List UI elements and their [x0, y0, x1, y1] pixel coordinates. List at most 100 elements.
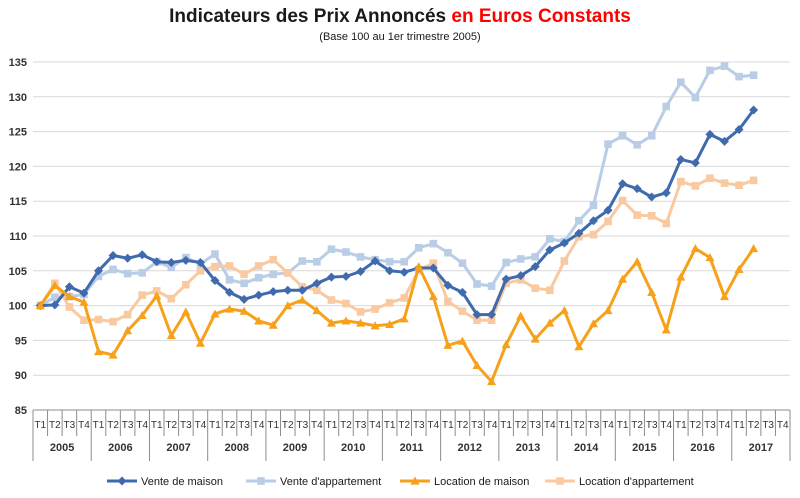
- x-tick-label-quarter: T1: [209, 420, 221, 431]
- x-tick-label-quarter: T4: [428, 420, 440, 431]
- data-point: [342, 248, 350, 256]
- data-point: [487, 316, 496, 325]
- x-tick-label-quarter: T4: [719, 420, 731, 431]
- data-point: [254, 273, 263, 282]
- data-point: [444, 297, 452, 306]
- data-point: [632, 184, 642, 194]
- data-point: [211, 250, 219, 258]
- data-point: [225, 287, 235, 297]
- data-point: [458, 259, 467, 267]
- data-point: [734, 125, 744, 135]
- data-point: [79, 297, 89, 306]
- x-tick-label-year: 2015: [632, 442, 656, 454]
- data-point: [50, 300, 60, 310]
- data-point: [254, 316, 264, 325]
- data-point: [385, 319, 395, 328]
- data-point: [559, 305, 569, 315]
- data-point: [152, 257, 162, 267]
- data-point: [283, 285, 293, 295]
- data-point: [734, 264, 744, 274]
- data-point: [603, 305, 613, 315]
- x-tick-label-quarter: T1: [151, 420, 163, 431]
- x-tick-label-quarter: T1: [384, 420, 396, 431]
- data-point: [632, 257, 642, 266]
- data-point: [327, 245, 336, 254]
- data-point: [473, 316, 481, 325]
- x-tick-label-quarter: T1: [559, 420, 571, 431]
- data-point: [690, 244, 700, 253]
- data-point: [313, 286, 321, 295]
- x-tick-label-quarter: T3: [762, 420, 774, 431]
- x-tick-label-quarter: T1: [93, 420, 105, 431]
- data-point: [239, 306, 249, 315]
- y-tick-label: 135: [9, 57, 27, 69]
- x-tick-label-quarter: T2: [165, 420, 177, 431]
- x-tick-label-quarter: T2: [398, 420, 410, 431]
- legend-swatch-marker: [410, 476, 420, 485]
- data-point: [545, 234, 554, 243]
- data-point: [501, 340, 511, 349]
- data-point: [297, 295, 307, 304]
- data-point: [530, 262, 540, 272]
- data-point: [50, 280, 60, 290]
- data-point: [225, 262, 234, 270]
- x-tick-label-quarter: T3: [646, 420, 658, 431]
- data-point: [457, 287, 467, 297]
- data-point: [647, 212, 656, 220]
- legend-swatch-marker: [257, 477, 265, 485]
- x-tick-label-quarter: T2: [573, 420, 585, 431]
- data-point: [254, 290, 264, 300]
- data-point: [719, 136, 729, 146]
- data-point: [341, 316, 351, 325]
- data-point: [719, 292, 729, 301]
- data-point: [618, 131, 627, 140]
- x-tick-label-year: 2016: [690, 442, 714, 454]
- legend-item: Vente de maison: [107, 476, 223, 488]
- data-point: [516, 311, 526, 320]
- x-tick-label-quarter: T2: [340, 420, 352, 431]
- data-point: [268, 287, 278, 297]
- data-point: [487, 310, 497, 320]
- data-point: [269, 270, 278, 279]
- x-tick-label-quarter: T2: [631, 420, 643, 431]
- data-point: [662, 219, 671, 228]
- x-tick-label-quarter: T4: [486, 420, 498, 431]
- data-point: [399, 267, 409, 277]
- x-tick-label-quarter: T2: [49, 420, 61, 431]
- data-point: [647, 287, 657, 296]
- data-point: [749, 71, 758, 80]
- data-point: [312, 278, 322, 288]
- chart-subtitle: (Base 100 au 1er trimestre 2005): [319, 31, 481, 43]
- data-point: [531, 253, 540, 261]
- data-point: [123, 326, 133, 335]
- x-tick-label-quarter: T1: [34, 420, 46, 431]
- data-point: [312, 305, 322, 315]
- chart-title-main: Indicateurs des Prix Annoncés: [169, 6, 452, 27]
- x-tick-label-quarter: T2: [748, 420, 760, 431]
- chart-title: Indicateurs des Prix Annoncés en Euros C…: [0, 6, 800, 28]
- data-point: [385, 299, 394, 307]
- data-point: [545, 245, 555, 255]
- data-point: [676, 154, 686, 164]
- data-point: [80, 316, 88, 325]
- x-tick-label-quarter: T3: [704, 420, 716, 431]
- data-point: [647, 131, 656, 140]
- x-tick-label-quarter: T4: [253, 420, 265, 431]
- data-point: [138, 269, 146, 277]
- data-point: [181, 255, 191, 265]
- x-tick-label-quarter: T3: [588, 420, 600, 431]
- data-point: [633, 211, 641, 219]
- data-point: [283, 301, 293, 310]
- data-point: [749, 176, 758, 185]
- data-point: [109, 317, 117, 326]
- x-tick-label-quarter: T3: [296, 420, 308, 431]
- data-point: [444, 248, 452, 257]
- data-point: [618, 179, 628, 189]
- data-point: [487, 282, 496, 290]
- data-point: [254, 262, 263, 270]
- x-tick-label-quarter: T4: [602, 420, 614, 431]
- legend: Vente de maison Vente d'appartement Locati…: [107, 476, 694, 488]
- data-point: [195, 338, 205, 347]
- y-tick-label: 110: [9, 231, 27, 243]
- data-point: [472, 360, 482, 370]
